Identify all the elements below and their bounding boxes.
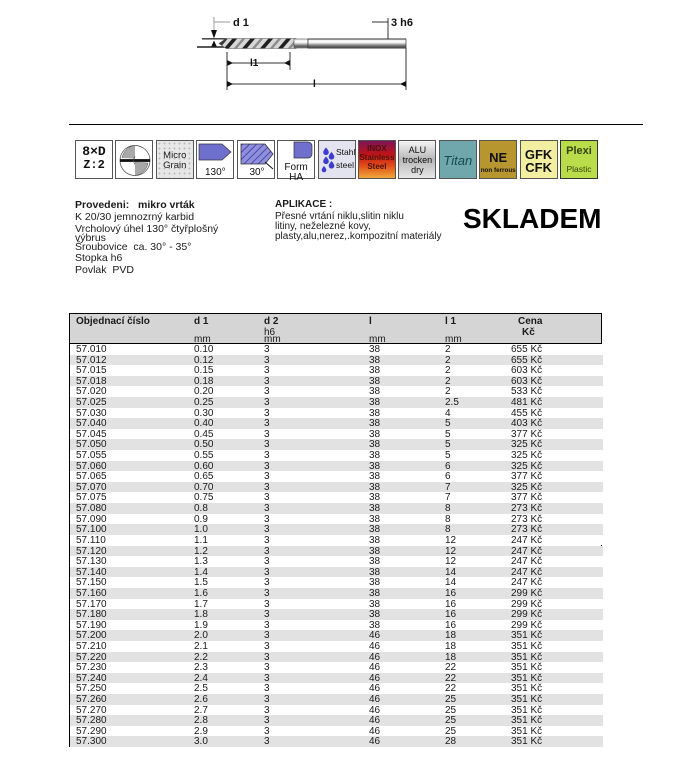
- svg-text:Stahl: Stahl: [336, 147, 355, 157]
- svg-text:steel: steel: [336, 160, 354, 170]
- svg-text:3 h6: 3 h6: [391, 17, 413, 29]
- svg-text:l1: l1: [250, 58, 259, 69]
- svg-text:d 1: d 1: [233, 17, 249, 29]
- svg-text:30°: 30°: [249, 167, 264, 178]
- svg-text:l: l: [313, 79, 316, 90]
